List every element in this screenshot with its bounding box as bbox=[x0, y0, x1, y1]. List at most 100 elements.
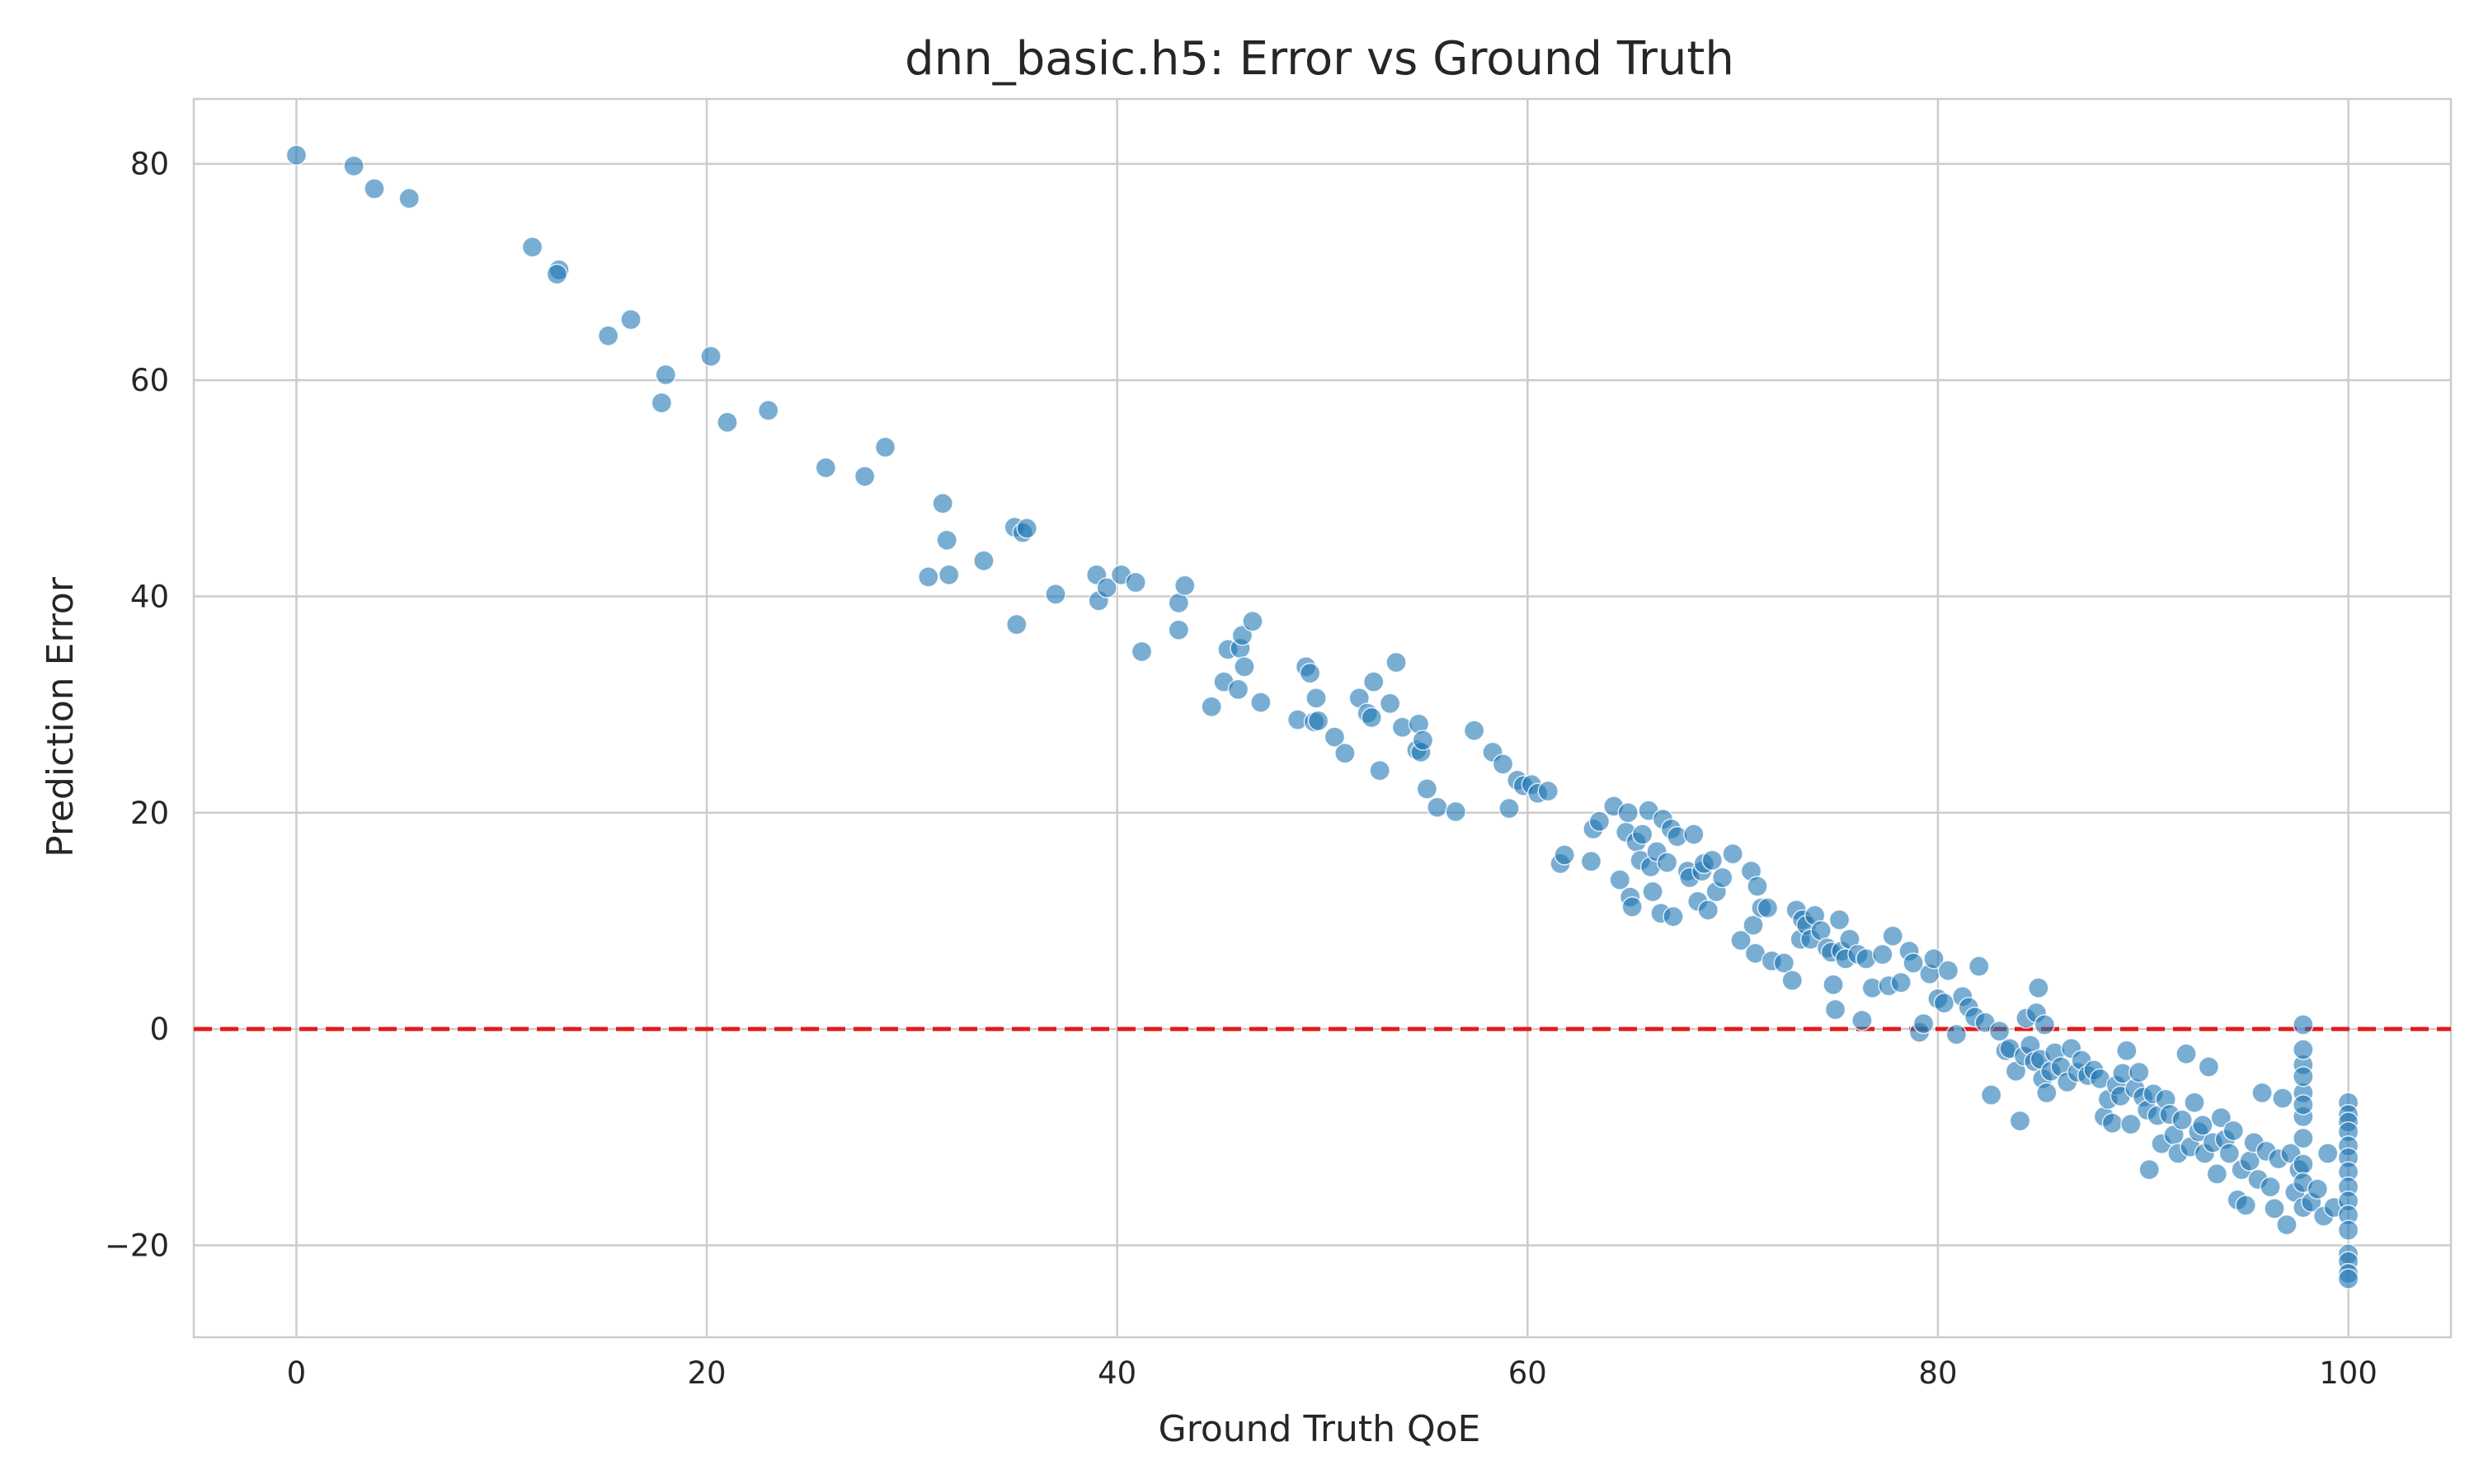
data-point bbox=[1872, 943, 1893, 965]
data-point bbox=[285, 144, 308, 166]
data-point bbox=[2293, 1153, 2314, 1175]
data-point bbox=[2128, 1061, 2150, 1083]
data-point bbox=[1824, 998, 1846, 1021]
data-point bbox=[2235, 1195, 2256, 1216]
x-axis-label: Ground Truth QoE bbox=[1159, 1408, 1481, 1450]
data-point bbox=[398, 187, 421, 209]
data-point bbox=[1580, 851, 1602, 872]
data-point bbox=[2337, 1219, 2359, 1241]
data-point bbox=[2293, 1014, 2314, 1036]
data-point bbox=[2307, 1178, 2329, 1200]
data-point bbox=[1945, 1023, 1968, 1045]
data-point bbox=[1242, 610, 1263, 632]
data-point bbox=[1882, 925, 1903, 947]
data-point bbox=[2222, 1120, 2245, 1142]
data-point bbox=[2337, 1268, 2359, 1289]
data-point bbox=[1416, 778, 1438, 800]
data-point bbox=[2175, 1043, 2197, 1065]
data-point bbox=[1631, 824, 1653, 845]
data-point bbox=[1890, 971, 1912, 993]
plot-frame bbox=[192, 97, 2453, 1339]
data-point bbox=[1125, 571, 1146, 594]
y-tick-label: 0 bbox=[149, 1012, 169, 1047]
data-point bbox=[1131, 641, 1153, 663]
data-point bbox=[1773, 952, 1795, 974]
y-tick-label: 60 bbox=[130, 363, 169, 398]
data-point bbox=[1362, 671, 1385, 693]
data-points bbox=[285, 144, 2359, 1289]
data-point bbox=[1361, 707, 1382, 729]
data-point bbox=[2009, 1110, 2031, 1132]
data-point bbox=[1305, 687, 1327, 709]
data-point bbox=[1016, 518, 1037, 539]
y-axis-ticks: −20 0 20 40 60 80 bbox=[105, 147, 169, 1264]
data-point bbox=[1722, 843, 1743, 865]
x-tick-label: 60 bbox=[1508, 1355, 1547, 1391]
data-point bbox=[1968, 956, 1990, 977]
data-point bbox=[2192, 1115, 2213, 1136]
data-point bbox=[2276, 1214, 2298, 1236]
data-point bbox=[1683, 824, 1705, 845]
data-point bbox=[700, 345, 722, 367]
data-point bbox=[2184, 1092, 2205, 1114]
data-point bbox=[1445, 801, 1466, 823]
data-point bbox=[2206, 1163, 2228, 1185]
data-point bbox=[2293, 1039, 2314, 1060]
data-point bbox=[1379, 693, 1401, 715]
data-point bbox=[1656, 852, 1678, 873]
data-point bbox=[1498, 797, 1520, 819]
data-point bbox=[1747, 876, 1768, 897]
x-tick-label: 40 bbox=[1098, 1355, 1136, 1391]
data-point bbox=[1174, 575, 1196, 597]
data-point bbox=[874, 436, 896, 458]
data-point bbox=[1227, 679, 1249, 700]
y-tick-label: −20 bbox=[105, 1228, 169, 1263]
y-tick-label: 20 bbox=[130, 796, 169, 831]
data-point bbox=[932, 492, 953, 514]
data-point bbox=[1663, 905, 1684, 928]
data-point bbox=[343, 155, 365, 177]
data-point bbox=[2272, 1087, 2293, 1109]
data-point bbox=[1781, 970, 1804, 991]
data-point bbox=[757, 400, 779, 421]
data-point bbox=[651, 392, 673, 414]
data-point bbox=[1621, 896, 1643, 918]
data-point bbox=[815, 457, 837, 479]
data-point bbox=[1923, 948, 1945, 970]
data-point bbox=[2251, 1082, 2273, 1104]
data-point bbox=[1234, 655, 1255, 678]
data-point bbox=[936, 529, 957, 551]
data-point bbox=[2264, 1198, 2285, 1219]
data-point bbox=[1463, 720, 1485, 741]
x-axis-ticks: 0 20 40 60 80 100 bbox=[287, 1355, 2378, 1391]
data-point bbox=[2293, 1066, 2314, 1087]
data-point bbox=[1642, 881, 1663, 903]
data-point bbox=[717, 411, 738, 433]
y-tick-label: 80 bbox=[130, 147, 169, 182]
data-point bbox=[1369, 759, 1390, 782]
data-point bbox=[1299, 662, 1321, 684]
data-point bbox=[1697, 899, 1719, 921]
data-point bbox=[2116, 1040, 2138, 1062]
y-axis-label: Prediction Error bbox=[40, 576, 82, 857]
grid-lines bbox=[194, 99, 2451, 1337]
data-point bbox=[1609, 869, 1631, 890]
data-point bbox=[1006, 613, 1028, 636]
data-point bbox=[1851, 1009, 1873, 1031]
data-point bbox=[1492, 754, 1514, 775]
data-point bbox=[1412, 730, 1434, 751]
data-point bbox=[1823, 974, 1844, 996]
data-point bbox=[1730, 929, 1752, 951]
data-point bbox=[2218, 1143, 2241, 1164]
data-point bbox=[2210, 1106, 2232, 1129]
data-point bbox=[1168, 619, 1190, 641]
data-point bbox=[1537, 780, 1559, 802]
x-tick-label: 0 bbox=[287, 1355, 307, 1391]
data-point bbox=[2028, 977, 2049, 999]
data-point bbox=[1427, 796, 1448, 818]
data-point bbox=[1711, 866, 1733, 889]
data-point bbox=[938, 564, 960, 585]
data-point bbox=[620, 308, 642, 331]
data-point bbox=[364, 178, 385, 200]
